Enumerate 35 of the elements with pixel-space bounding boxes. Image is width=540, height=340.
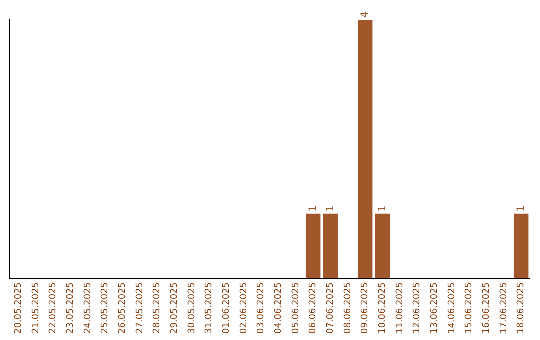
data-label: 1 (308, 205, 319, 212)
x-tick-label: 10.06.2025 (378, 282, 388, 334)
x-tick-label: 25.05.2025 (100, 282, 111, 334)
x-tick-label: 24.05.2025 (83, 282, 94, 334)
data-label: 1 (377, 205, 388, 212)
x-tick-label: 18.06.2025 (516, 282, 527, 334)
x-tick-label: 28.05.2025 (152, 282, 163, 334)
x-tick-label: 22.05.2025 (48, 282, 59, 334)
x-tick-label: 30.05.2025 (187, 282, 198, 334)
x-tick-label: 03.06.2025 (256, 282, 267, 334)
x-tick-label: 20.05.2025 (14, 282, 24, 334)
x-tick-label: 12.06.2025 (412, 282, 423, 334)
x-tick-label: 11.06.2025 (395, 282, 406, 334)
data-label: 1 (516, 205, 527, 212)
x-tick-label: 06.06.2025 (308, 282, 319, 334)
x-tick-label: 01.06.2025 (222, 282, 232, 334)
x-tick-label: 23.05.2025 (66, 282, 76, 334)
x-tick-label: 21.05.2025 (31, 282, 42, 334)
x-tick-label: 13.06.2025 (430, 282, 440, 334)
x-tick-label: 31.05.2025 (204, 282, 215, 334)
x-tick-label: 16.06.2025 (482, 282, 492, 334)
data-label: 4 (360, 12, 371, 18)
x-tick-label: 27.05.2025 (135, 282, 146, 334)
x-tick-label: 04.06.2025 (274, 282, 284, 334)
x-tick-label: 17.06.2025 (499, 282, 510, 334)
x-tick-label: 07.06.2025 (326, 282, 336, 334)
x-tick-label: 29.05.2025 (170, 282, 180, 334)
x-tick-label: 02.06.2025 (239, 282, 250, 334)
data-label: 1 (325, 205, 336, 212)
x-tick-label: 14.06.2025 (447, 282, 458, 334)
x-tick-label: 08.06.2025 (343, 282, 354, 334)
x-tick-label: 15.06.2025 (464, 282, 475, 334)
x-tick-label: 05.06.2025 (291, 282, 302, 334)
x-tick-label: 26.05.2025 (118, 282, 128, 334)
x-tick-label: 09.06.2025 (360, 282, 371, 334)
